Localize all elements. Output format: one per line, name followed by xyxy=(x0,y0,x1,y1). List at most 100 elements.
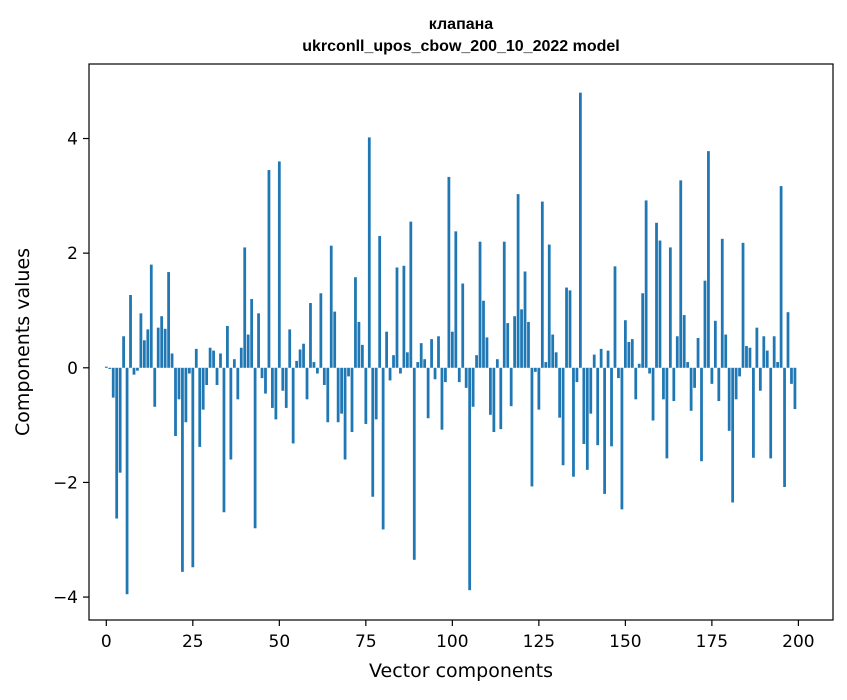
bar xyxy=(468,367,472,591)
bar xyxy=(568,290,572,368)
bar xyxy=(482,300,485,368)
bar xyxy=(333,311,337,368)
x-tick-label: 150 xyxy=(609,632,641,652)
bar xyxy=(565,287,568,368)
bar xyxy=(388,367,392,381)
bar xyxy=(513,316,517,368)
bar xyxy=(658,240,662,368)
bar xyxy=(717,367,721,402)
bar xyxy=(547,244,551,368)
bar xyxy=(357,321,361,368)
bar xyxy=(426,367,430,419)
bar xyxy=(745,346,748,368)
bar xyxy=(537,367,541,410)
bar xyxy=(579,92,582,368)
bar xyxy=(682,315,686,368)
bar xyxy=(672,367,676,402)
bar xyxy=(260,367,264,379)
bar xyxy=(201,367,205,410)
x-tick-label: 25 xyxy=(182,632,204,652)
bar xyxy=(129,295,132,368)
bar xyxy=(222,367,226,513)
bar xyxy=(246,334,250,368)
x-tick-label: 50 xyxy=(269,632,291,652)
bar xyxy=(253,367,257,529)
y-tick-label: 4 xyxy=(67,130,78,150)
bar xyxy=(444,367,447,383)
bar xyxy=(385,331,388,368)
bar xyxy=(371,367,375,497)
bar xyxy=(381,367,385,530)
bar xyxy=(762,336,766,368)
bar xyxy=(554,352,558,368)
bar xyxy=(630,339,634,368)
bar xyxy=(423,359,427,368)
bar xyxy=(713,320,717,368)
bar xyxy=(343,367,347,460)
bar xyxy=(146,329,150,368)
bar xyxy=(319,293,323,368)
bar xyxy=(219,353,222,368)
bar xyxy=(675,336,679,368)
bar xyxy=(561,367,565,466)
bar xyxy=(575,367,579,383)
bar xyxy=(707,151,710,368)
bar xyxy=(340,367,343,414)
bar xyxy=(644,200,648,368)
bar xyxy=(520,309,523,368)
chart-title-line2: ukrconll_upos_cbow_200_10_2022 model xyxy=(302,38,619,55)
x-tick-label: 125 xyxy=(523,632,555,652)
bar xyxy=(378,235,382,368)
bar xyxy=(585,367,589,470)
bar xyxy=(264,367,267,394)
bar xyxy=(149,264,153,368)
bar xyxy=(617,367,620,379)
bar xyxy=(530,367,534,487)
y-tick-label: 0 xyxy=(67,359,78,379)
bar xyxy=(399,367,402,374)
bar xyxy=(291,367,295,444)
bar xyxy=(610,367,613,447)
bar xyxy=(111,367,115,398)
bar xyxy=(198,367,202,447)
bar xyxy=(634,367,638,400)
bar xyxy=(267,170,271,368)
bar xyxy=(302,343,305,368)
bar xyxy=(686,362,690,368)
x-tick-label: 0 xyxy=(101,632,112,652)
bar xyxy=(271,367,274,408)
bar xyxy=(689,367,693,411)
bar xyxy=(527,321,530,368)
bar xyxy=(229,367,233,460)
bar xyxy=(108,367,112,369)
bar xyxy=(734,367,738,400)
bar xyxy=(295,360,299,368)
bar xyxy=(461,283,465,368)
bar xyxy=(492,367,496,432)
bar xyxy=(139,313,143,368)
bar xyxy=(281,367,285,391)
bar-series xyxy=(104,92,797,595)
bar xyxy=(187,367,191,374)
bar xyxy=(776,362,780,368)
bar xyxy=(637,363,641,368)
bar xyxy=(316,367,319,374)
bar xyxy=(430,339,433,368)
bar xyxy=(752,367,755,458)
x-tick-label: 200 xyxy=(782,632,814,652)
bar xyxy=(125,367,129,595)
bar xyxy=(755,327,759,368)
bar xyxy=(174,367,177,436)
bar xyxy=(489,367,492,415)
bar xyxy=(288,329,292,368)
bar xyxy=(274,367,278,420)
x-tick-label: 75 xyxy=(355,632,377,652)
bar xyxy=(181,367,184,572)
bar xyxy=(655,222,658,368)
bar xyxy=(402,265,406,368)
bar xyxy=(142,340,146,368)
bar xyxy=(232,359,236,368)
chart-title-line1: клапана xyxy=(429,16,493,33)
bar xyxy=(544,362,548,368)
